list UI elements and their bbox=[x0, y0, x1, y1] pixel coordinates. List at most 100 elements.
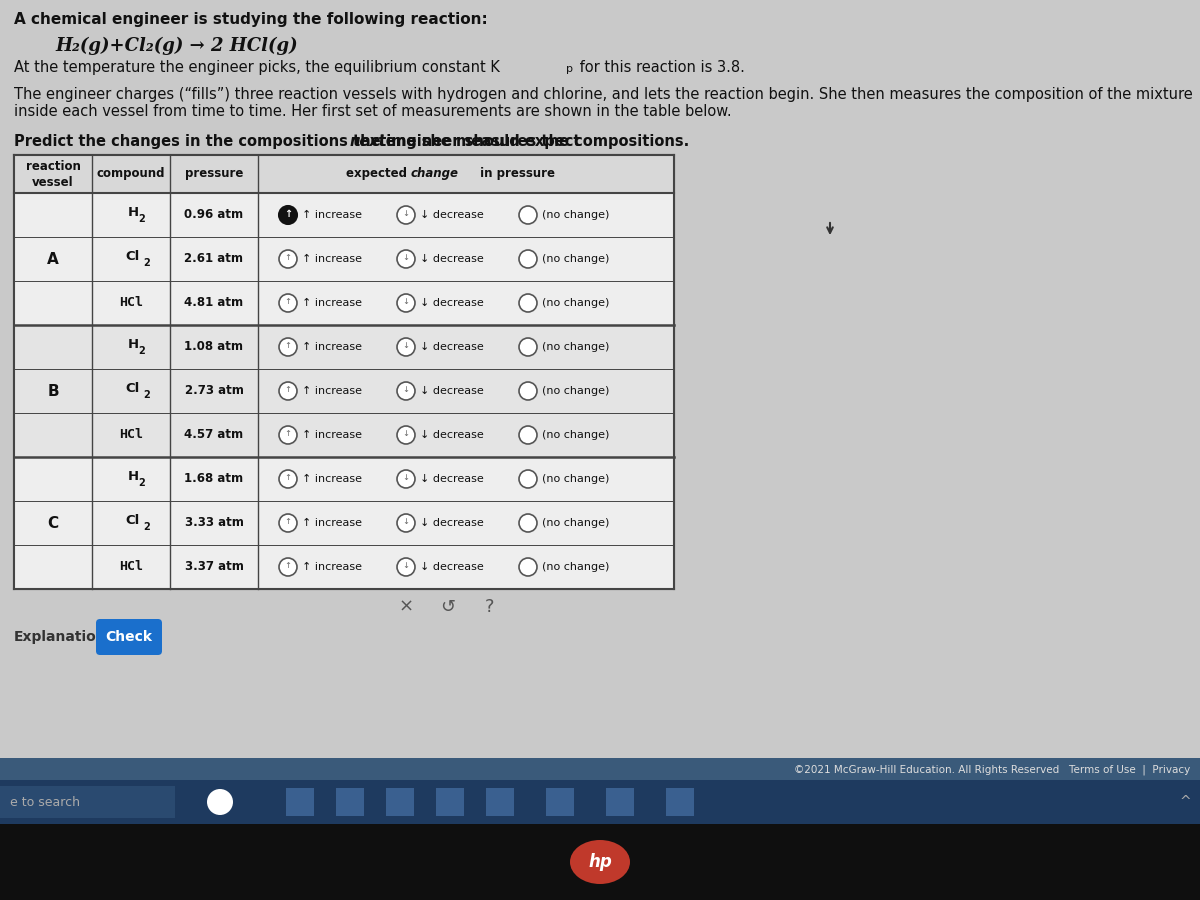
Bar bbox=[606, 788, 634, 816]
Text: inside each vessel from time to time. Her first set of measurements are shown in: inside each vessel from time to time. He… bbox=[14, 104, 732, 119]
Circle shape bbox=[520, 250, 538, 268]
Circle shape bbox=[397, 382, 415, 400]
Text: 2: 2 bbox=[138, 478, 145, 488]
Text: 2.61 atm: 2.61 atm bbox=[185, 253, 244, 266]
Text: Cl: Cl bbox=[126, 250, 140, 264]
Circle shape bbox=[397, 426, 415, 444]
Text: ↑ increase: ↑ increase bbox=[302, 562, 362, 572]
Text: 1.68 atm: 1.68 atm bbox=[185, 472, 244, 485]
Text: ↓: ↓ bbox=[402, 429, 409, 438]
Text: 0.96 atm: 0.96 atm bbox=[185, 209, 244, 221]
Text: 2: 2 bbox=[143, 522, 150, 532]
Text: next: next bbox=[350, 134, 386, 149]
Circle shape bbox=[278, 514, 298, 532]
Circle shape bbox=[397, 558, 415, 576]
Text: 2: 2 bbox=[138, 346, 145, 356]
Text: 4.57 atm: 4.57 atm bbox=[185, 428, 244, 442]
Text: ↓ decrease: ↓ decrease bbox=[420, 518, 484, 528]
Text: (no change): (no change) bbox=[542, 474, 610, 484]
Text: 2.73 atm: 2.73 atm bbox=[185, 384, 244, 398]
Text: C: C bbox=[48, 516, 59, 530]
FancyBboxPatch shape bbox=[96, 619, 162, 655]
Text: ↑ increase: ↑ increase bbox=[302, 386, 362, 396]
Text: At the temperature the engineer picks, the equilibrium constant K: At the temperature the engineer picks, t… bbox=[14, 60, 500, 75]
Text: 2: 2 bbox=[138, 214, 145, 224]
Text: HCl: HCl bbox=[119, 561, 143, 573]
Text: (no change): (no change) bbox=[542, 386, 610, 396]
Text: ↺: ↺ bbox=[440, 598, 456, 616]
Text: e to search: e to search bbox=[10, 796, 80, 808]
Circle shape bbox=[520, 426, 538, 444]
Text: ↓: ↓ bbox=[402, 518, 409, 526]
Text: (no change): (no change) bbox=[542, 562, 610, 572]
Bar bbox=[386, 788, 414, 816]
Text: ↑: ↑ bbox=[284, 341, 292, 350]
Text: ↓: ↓ bbox=[402, 210, 409, 219]
Text: ↑: ↑ bbox=[284, 254, 292, 263]
Text: (no change): (no change) bbox=[542, 518, 610, 528]
Text: ↑: ↑ bbox=[284, 473, 292, 482]
Text: ↓ decrease: ↓ decrease bbox=[420, 430, 484, 440]
Bar bbox=[14, 193, 674, 325]
Circle shape bbox=[278, 206, 298, 224]
Text: ↓: ↓ bbox=[402, 473, 409, 482]
Text: Predict the changes in the compositions the engineer should expect: Predict the changes in the compositions … bbox=[14, 134, 586, 149]
Text: ↓ decrease: ↓ decrease bbox=[420, 342, 484, 352]
Text: hp: hp bbox=[588, 853, 612, 871]
Circle shape bbox=[520, 382, 538, 400]
Text: ↑ increase: ↑ increase bbox=[302, 210, 362, 220]
Circle shape bbox=[520, 470, 538, 488]
Text: H: H bbox=[127, 338, 138, 352]
Text: A: A bbox=[47, 251, 59, 266]
Text: ↑ increase: ↑ increase bbox=[302, 474, 362, 484]
Bar bbox=[546, 788, 574, 816]
Text: ↓ decrease: ↓ decrease bbox=[420, 298, 484, 308]
Text: H: H bbox=[127, 206, 138, 220]
Text: ↑: ↑ bbox=[284, 562, 292, 571]
Circle shape bbox=[278, 338, 298, 356]
Circle shape bbox=[278, 426, 298, 444]
Text: ↑ increase: ↑ increase bbox=[302, 518, 362, 528]
Text: ↑: ↑ bbox=[284, 298, 292, 307]
Text: B: B bbox=[47, 383, 59, 399]
Circle shape bbox=[520, 206, 538, 224]
Text: The engineer charges (“fills”) three reaction vessels with hydrogen and chlorine: The engineer charges (“fills”) three rea… bbox=[14, 87, 1193, 102]
Circle shape bbox=[397, 206, 415, 224]
Bar bbox=[0, 780, 1200, 824]
Text: ?: ? bbox=[485, 598, 494, 616]
Circle shape bbox=[397, 294, 415, 312]
Text: ↓ decrease: ↓ decrease bbox=[420, 386, 484, 396]
Text: ×: × bbox=[398, 598, 414, 616]
Text: HCl: HCl bbox=[119, 428, 143, 442]
Text: ↓: ↓ bbox=[402, 254, 409, 263]
Text: ^: ^ bbox=[1180, 795, 1190, 809]
Text: ↑ increase: ↑ increase bbox=[302, 342, 362, 352]
Text: Cl: Cl bbox=[126, 382, 140, 395]
Text: A chemical engineer is studying the following reaction:: A chemical engineer is studying the foll… bbox=[14, 12, 487, 27]
Text: ↓: ↓ bbox=[402, 385, 409, 394]
Circle shape bbox=[278, 558, 298, 576]
Text: 3.37 atm: 3.37 atm bbox=[185, 561, 244, 573]
Text: HCl: HCl bbox=[119, 296, 143, 310]
Text: pressure: pressure bbox=[185, 167, 244, 180]
Text: (no change): (no change) bbox=[542, 430, 610, 440]
Bar bbox=[14, 155, 674, 589]
Text: Explanation: Explanation bbox=[14, 630, 107, 644]
Text: ↑ increase: ↑ increase bbox=[302, 430, 362, 440]
Text: ↓: ↓ bbox=[402, 562, 409, 571]
Bar bbox=[336, 788, 364, 816]
Text: ↓: ↓ bbox=[402, 341, 409, 350]
Text: ↓ decrease: ↓ decrease bbox=[420, 562, 484, 572]
Text: p: p bbox=[566, 64, 574, 74]
Text: 4.81 atm: 4.81 atm bbox=[185, 296, 244, 310]
Text: ↑: ↑ bbox=[284, 385, 292, 394]
Circle shape bbox=[520, 338, 538, 356]
Circle shape bbox=[397, 250, 415, 268]
Text: 2: 2 bbox=[143, 258, 150, 268]
Text: ↑: ↑ bbox=[284, 209, 292, 219]
Circle shape bbox=[397, 514, 415, 532]
Circle shape bbox=[278, 470, 298, 488]
Text: in pressure: in pressure bbox=[476, 167, 554, 180]
Text: Cl: Cl bbox=[126, 515, 140, 527]
Text: change: change bbox=[410, 167, 458, 180]
